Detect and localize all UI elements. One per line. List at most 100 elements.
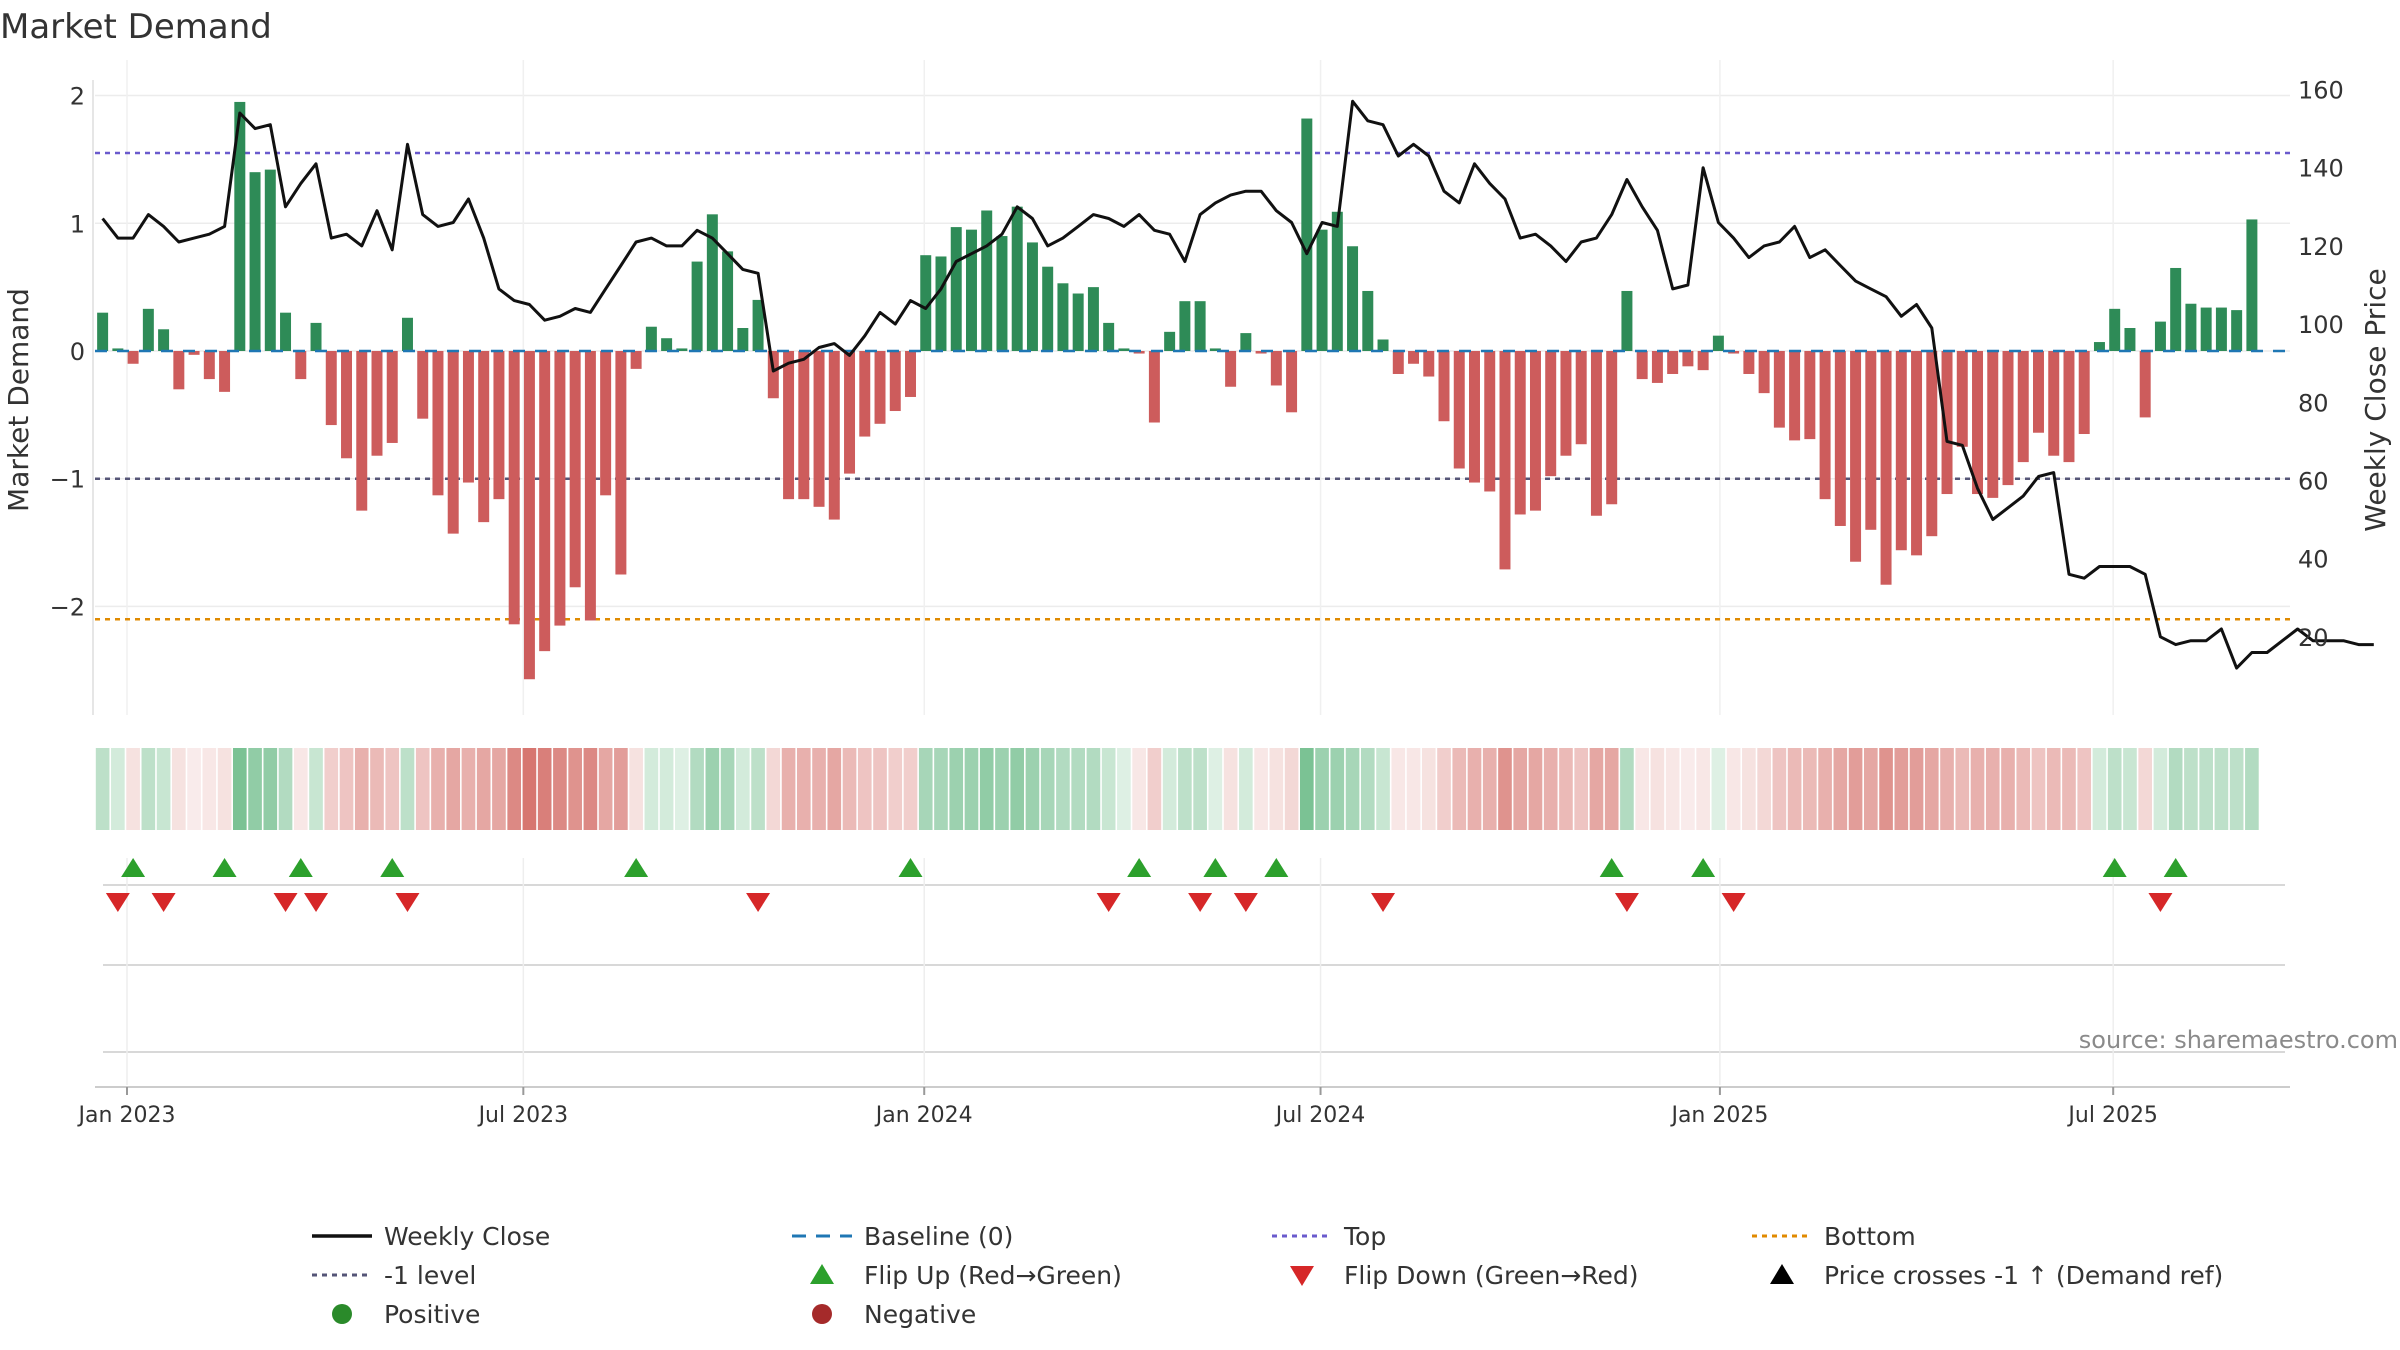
demand-bar-102 [1651, 350, 1663, 383]
demand-bar-138 [2200, 307, 2212, 351]
strip-cell-52 [888, 748, 903, 830]
strip-cell-101 [1635, 748, 1649, 830]
demand-bar-76 [1255, 350, 1267, 354]
strip-cell-140 [2229, 748, 2244, 830]
demand-bar-13 [295, 350, 307, 380]
demand-bar-114 [1834, 350, 1846, 526]
strip-cell-102 [1650, 748, 1665, 830]
demand-bar-53 [905, 350, 916, 397]
strip-cell-128 [2046, 748, 2061, 830]
demand-bar-129 [2063, 350, 2075, 463]
strip-cell-67 [1117, 748, 1131, 830]
strip-cell-56 [949, 748, 964, 830]
demand-bar-57 [965, 229, 977, 351]
strip-cell-82 [1345, 748, 1360, 830]
strip-cell-137 [2184, 748, 2198, 830]
demand-bar-28 [523, 350, 535, 680]
demand-bar-14 [310, 322, 322, 351]
demand-bar-6 [188, 350, 200, 355]
legend-label: Bottom [1824, 1222, 1916, 1251]
strip-cell-119 [1909, 748, 1924, 830]
strip-cell-103 [1665, 748, 1680, 830]
demand-bar-104 [1682, 350, 1694, 367]
x-tick-label-2: Jan 2024 [874, 1103, 973, 1128]
strip-cell-80 [1315, 748, 1329, 830]
demand-bar-12 [280, 312, 292, 351]
strip-cell-60 [1010, 748, 1025, 830]
demand-bar-128 [2048, 350, 2060, 456]
flip-up-marker-7 [1203, 858, 1228, 877]
strip-cell-34 [614, 748, 628, 830]
strip-cell-6 [187, 748, 201, 830]
demand-bar-112 [1804, 350, 1816, 440]
strip-cell-93 [1513, 748, 1528, 830]
demand-bar-115 [1850, 350, 1862, 562]
legend-swatch [332, 1304, 352, 1324]
demand-bar-99 [1606, 350, 1618, 505]
flip-up-marker-10 [1691, 858, 1716, 877]
strip-cell-43 [751, 748, 765, 830]
strip-cell-79 [1300, 748, 1314, 830]
legend-label: Baseline (0) [864, 1222, 1013, 1251]
weekly-close-series [101, 99, 2374, 670]
x-tick-label-0: Jan 2023 [77, 1103, 176, 1128]
demand-bar-103 [1667, 350, 1679, 374]
strip-cell-89 [1452, 748, 1467, 830]
demand-bar-43 [752, 299, 764, 351]
strip-cell-24 [461, 748, 476, 830]
flip-up-marker-4 [624, 858, 649, 877]
strip-cell-5 [172, 748, 186, 830]
demand-bar-83 [1362, 290, 1374, 351]
demand-bar-125 [2002, 350, 2014, 486]
demand-bar-126 [2017, 350, 2029, 463]
strip-cell-49 [842, 748, 857, 830]
strip-cell-111 [1787, 748, 1802, 830]
strip-cell-121 [1940, 748, 1954, 830]
demand-bar-95 [1545, 350, 1557, 477]
strip-cell-19 [385, 748, 400, 830]
strip-cell-84 [1376, 748, 1390, 830]
demand-bar-123 [1972, 350, 1984, 495]
y-tick-label-2: 0 [70, 338, 85, 366]
demand-bar-21 [417, 350, 429, 419]
legend-label: Positive [384, 1300, 480, 1329]
demand-bar-120 [1926, 350, 1938, 537]
strip-cell-65 [1086, 748, 1101, 830]
demand-bar-67 [1118, 348, 1130, 351]
demand-bar-116 [1865, 350, 1877, 530]
strip-cell-129 [2062, 748, 2076, 830]
demand-bar-69 [1148, 350, 1160, 423]
flip-up-marker-8 [1264, 858, 1289, 877]
demand-bar-135 [2154, 321, 2166, 351]
strip-cell-133 [2123, 748, 2137, 830]
demand-bar-18 [371, 350, 383, 456]
gridlines [95, 60, 2290, 715]
demand-bar-27 [508, 350, 520, 625]
legend-swatch [1770, 1264, 1794, 1284]
strip-cell-139 [2214, 748, 2229, 830]
legend: Weekly Close Baseline (0) Top Bottom -1 leve… [312, 1222, 2223, 1329]
demand-bar-107 [1728, 350, 1740, 354]
y-tick-label-0: 2 [70, 83, 85, 111]
demand-bar-66 [1103, 322, 1115, 351]
legend-item-9: Negative [812, 1300, 976, 1329]
strip-cell-76 [1254, 748, 1268, 830]
demand-bar-7 [203, 350, 215, 380]
demand-bar-62 [1042, 266, 1054, 351]
demand-bar-109 [1758, 350, 1770, 394]
demand-bar-119 [1911, 350, 1923, 556]
legend-swatch [812, 1304, 832, 1324]
strip-cell-39 [690, 748, 704, 830]
strip-cell-4 [156, 748, 171, 830]
strip-cell-51 [873, 748, 887, 830]
strip-cell-122 [1955, 748, 1970, 830]
legend-label: Weekly Close [384, 1222, 550, 1251]
strip-cell-69 [1147, 748, 1162, 830]
demand-bar-113 [1819, 350, 1831, 500]
strip-cell-16 [339, 748, 354, 830]
demand-bar-8 [219, 350, 231, 392]
demand-bar-81 [1331, 211, 1343, 351]
strip-cell-92 [1498, 748, 1512, 830]
strip-cell-27 [507, 748, 522, 830]
